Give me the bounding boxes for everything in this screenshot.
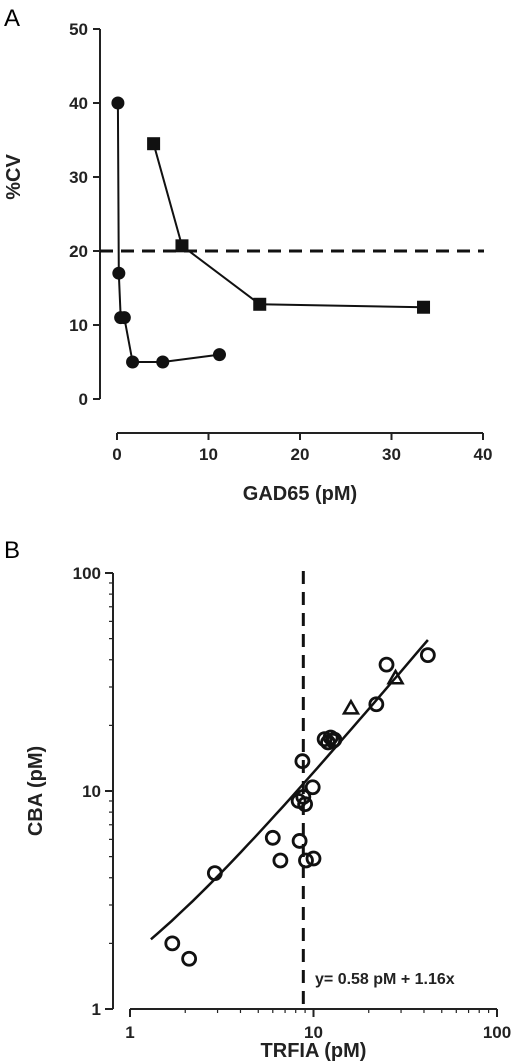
data-point-circle: [272, 852, 289, 869]
x-tick-label: 30: [382, 445, 401, 464]
y-tick-label: 10: [82, 782, 101, 801]
x-tick-label: 10: [199, 445, 218, 464]
data-point-circle: [156, 355, 170, 369]
data-point-circle: [181, 950, 198, 967]
data-point-square: [147, 137, 161, 151]
data-point-circle: [111, 96, 125, 110]
y-tick-label: 0: [79, 390, 88, 409]
x-axis-title: GAD65 (pM): [243, 483, 357, 505]
data-point-circle: [112, 266, 126, 280]
x-tick-label: 0: [112, 445, 121, 464]
data-point-triangle: [341, 698, 361, 715]
fit-line: [150, 639, 429, 941]
x-tick-label: 40: [474, 445, 493, 464]
data-point-triangle: [386, 668, 405, 685]
panel-a-letter: A: [4, 5, 20, 32]
data-point-circle: [117, 311, 131, 325]
data-point-square: [417, 300, 431, 314]
data-point-circle: [206, 865, 223, 882]
y-tick-label: 50: [69, 20, 88, 39]
data-point-circle: [212, 348, 226, 362]
data-point-circle: [297, 796, 314, 813]
series-line: [116, 102, 220, 363]
data-point-circle: [291, 833, 308, 849]
data-point-circle: [378, 656, 395, 673]
y-tick-label: 100: [73, 564, 101, 583]
x-tick-label: 10: [304, 1023, 323, 1042]
data-point-circle: [298, 852, 314, 869]
panel-b-chart: 1 10 100 1 10 100 TRFIA (pM) CBA (pM) y= 0.58 pM…: [25, 564, 511, 1062]
x-tick-label: 1: [125, 1023, 134, 1042]
y-axis-title: %CV: [3, 154, 25, 200]
panel-b-letter: B: [4, 537, 20, 564]
data-point-circle: [419, 647, 436, 664]
y-tick-label: 1: [92, 1000, 101, 1019]
data-point-circle: [326, 731, 343, 748]
x-tick-label: 100: [483, 1023, 511, 1042]
x-axis-title: TRFIA (pM): [261, 1040, 367, 1062]
data-point-circle: [164, 935, 181, 952]
fit-equation-label: y= 0.58 pM + 1.16x: [315, 971, 455, 988]
data-point-circle: [305, 850, 322, 867]
y-tick-label: 40: [69, 94, 88, 113]
x-tick-label: 20: [291, 445, 310, 464]
data-point-circle: [264, 829, 281, 846]
series-line: [152, 143, 424, 309]
data-point-circle: [295, 788, 312, 805]
y-tick-label: 30: [69, 168, 88, 187]
panel-a-chart: 0 10 20 30 40 50 0 10 20 30 40 GAD65 (pM) %CV: [3, 20, 492, 505]
y-tick-label: 10: [69, 316, 88, 335]
data-point-circle: [368, 696, 385, 713]
data-point-circle: [304, 779, 321, 796]
y-tick-label: 20: [69, 242, 88, 261]
data-point-square: [175, 239, 189, 253]
data-point-square: [253, 297, 267, 311]
data-point-circle: [126, 355, 140, 369]
y-axis-title: CBA (pM): [25, 746, 47, 836]
data-point-circle: [294, 753, 311, 770]
